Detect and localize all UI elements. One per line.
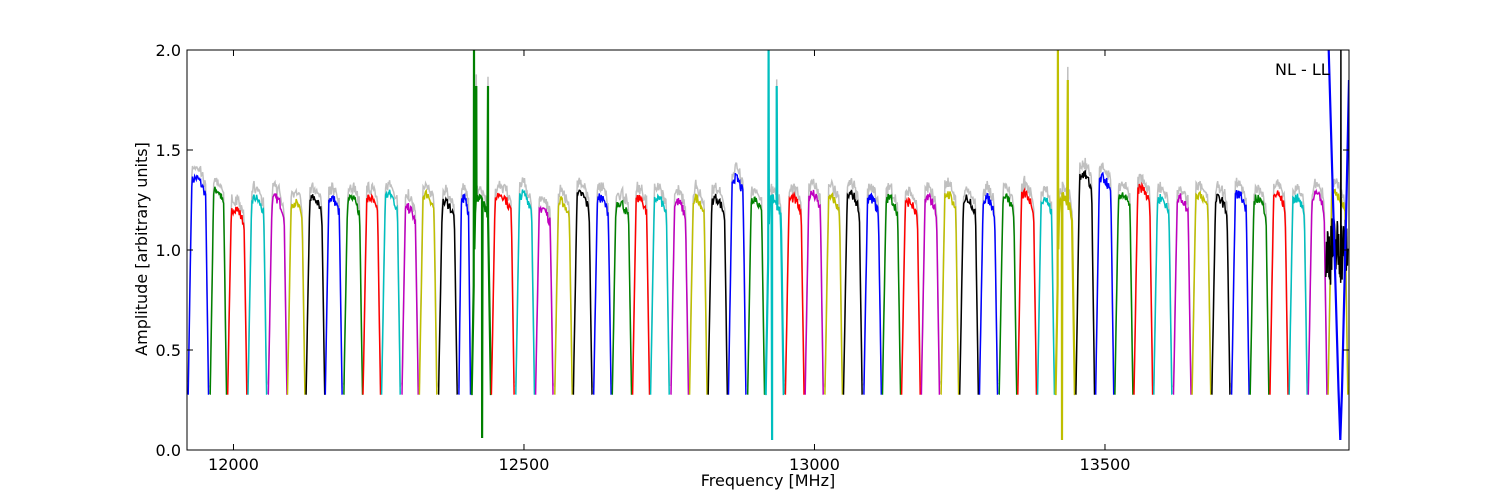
series-line-37: [900, 196, 921, 395]
series-line-49: [1133, 181, 1154, 395]
series-line-57: [1288, 193, 1308, 395]
series-line-58: [1307, 188, 1328, 395]
series-line-15: [470, 50, 492, 439]
x-axis-label: Frequency [MHz]: [701, 471, 835, 490]
series-line-20: [572, 189, 593, 395]
noisy-segment-line: [1325, 50, 1349, 285]
series-line-0: [187, 173, 210, 395]
y-tick-label: 1.5: [156, 141, 181, 160]
series-line-51: [1172, 193, 1192, 395]
series-line-19: [554, 195, 573, 395]
series-line-46: [1075, 170, 1096, 395]
series-line-14: [458, 192, 472, 395]
y-axis-label: Amplitude [arbitrary units]: [132, 142, 151, 356]
chart-annotation: NL - LL: [1275, 60, 1330, 79]
y-tick-label: 2.0: [156, 41, 181, 60]
series-line-7: [324, 195, 343, 395]
series-line-13: [437, 196, 458, 395]
series-line-5: [286, 198, 306, 395]
series-line-43: [1017, 187, 1038, 395]
series-line-44: [1036, 197, 1056, 395]
x-axis: 12000 12500 13000 13500: [208, 50, 1130, 474]
series-line-41: [978, 192, 999, 395]
series-line-21: [592, 193, 612, 395]
x-tick-label: 13000: [789, 455, 840, 474]
series-line-6: [305, 194, 326, 395]
series-line-1: [209, 186, 228, 395]
series-line-28: [727, 172, 747, 395]
series-line-30: [764, 50, 785, 441]
series-line-22: [611, 199, 633, 395]
series-line-24: [649, 193, 670, 395]
y-tick-label: 1.0: [156, 241, 181, 260]
series-line-10: [380, 189, 401, 395]
series-line-47: [1094, 171, 1115, 395]
edge-spike-line: [1327, 50, 1349, 441]
series-line-9: [362, 193, 382, 395]
series-line-33: [824, 191, 844, 395]
series-line-29: [746, 196, 766, 395]
series-line-35: [863, 192, 883, 395]
series-line-50: [1153, 194, 1173, 395]
series-line-36: [881, 193, 902, 395]
y-tick-label: 0.0: [156, 441, 181, 460]
series-line-3: [247, 194, 268, 395]
series-line-23: [631, 194, 651, 395]
x-tick-label: 12000: [208, 455, 259, 474]
series-traces: [187, 50, 1349, 441]
series-line-8: [343, 193, 364, 395]
series-line-31: [784, 191, 805, 395]
series-line-27: [707, 193, 729, 395]
series-line-12: [418, 188, 438, 395]
series-line-32: [804, 189, 824, 395]
series-line-54: [1230, 190, 1250, 395]
series-line-26: [688, 193, 708, 395]
series-line-53: [1211, 193, 1231, 395]
series-line-56: [1269, 190, 1289, 395]
series-line-45: [1054, 50, 1076, 441]
series-line-17: [515, 189, 536, 395]
series-line-38: [920, 192, 941, 395]
x-tick-label: 12500: [499, 455, 550, 474]
series-line-16: [490, 192, 515, 395]
series-line-11: [401, 203, 419, 395]
series-line-42: [998, 193, 1018, 395]
series-line-2: [226, 206, 248, 395]
series-line-39: [940, 191, 960, 395]
series-line-25: [670, 197, 690, 395]
series-line-48: [1114, 192, 1134, 395]
series-line-34: [842, 189, 863, 395]
y-axis: 0.0 0.5 1.0 1.5 2.0: [156, 41, 1349, 460]
series-line-52: [1191, 190, 1212, 395]
y-tick-label: 0.5: [156, 341, 181, 360]
series-line-55: [1249, 194, 1270, 395]
series-line-40: [958, 194, 980, 395]
x-tick-label: 13500: [1080, 455, 1131, 474]
series-line-18: [534, 204, 554, 395]
series-line-4: [267, 193, 288, 395]
